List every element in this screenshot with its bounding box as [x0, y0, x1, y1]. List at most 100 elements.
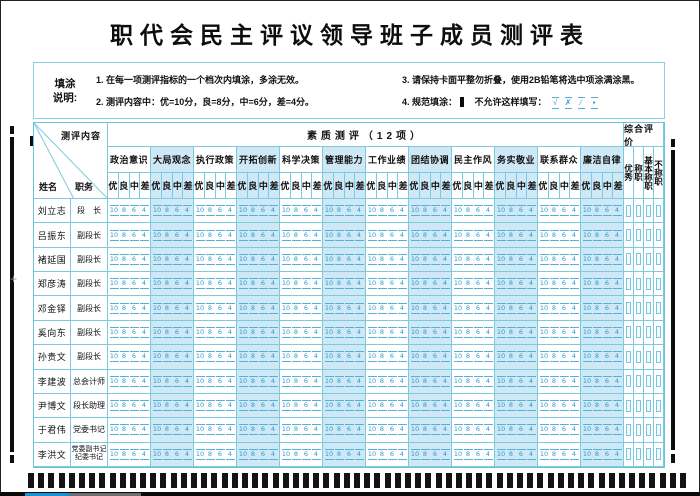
score-bubble-4[interactable]: 4 [397, 326, 407, 338]
score-bubble-6[interactable]: 6 [301, 278, 311, 290]
score-bubble-8[interactable]: 8 [119, 400, 129, 412]
score-bubble-10[interactable]: 10 [410, 400, 420, 412]
score-bubble-4[interactable]: 4 [569, 302, 579, 314]
score-bubble-6[interactable]: 6 [387, 278, 397, 290]
score-bubble-4[interactable]: 4 [311, 351, 321, 363]
score-bubble-8[interactable]: 8 [420, 351, 430, 363]
score-bubble-4[interactable]: 4 [225, 278, 235, 290]
score-bubble-8[interactable]: 8 [205, 302, 215, 314]
score-bubble-8[interactable]: 8 [549, 424, 559, 436]
score-bubble-8[interactable]: 8 [549, 351, 559, 363]
score-bubble-10[interactable]: 10 [324, 448, 334, 460]
score-bubble-4[interactable]: 4 [483, 326, 493, 338]
score-bubble-6[interactable]: 6 [602, 302, 612, 314]
score-bubble-10[interactable]: 10 [453, 448, 463, 460]
score-bubble-4[interactable]: 4 [225, 351, 235, 363]
score-bubble-6[interactable]: 6 [129, 205, 139, 217]
score-bubble-6[interactable]: 6 [430, 351, 440, 363]
score-bubble-6[interactable]: 6 [344, 400, 354, 412]
score-bubble-8[interactable]: 8 [549, 326, 559, 338]
score-bubble-6[interactable]: 6 [172, 400, 182, 412]
score-bubble-10[interactable]: 10 [281, 351, 291, 363]
score-bubble-10[interactable]: 10 [195, 326, 205, 338]
score-bubble-6[interactable]: 6 [602, 448, 612, 460]
score-bubble-8[interactable]: 8 [420, 400, 430, 412]
score-bubble-10[interactable]: 10 [496, 253, 506, 265]
eval-bubble[interactable] [636, 350, 641, 363]
score-bubble-6[interactable]: 6 [559, 351, 569, 363]
score-bubble-8[interactable]: 8 [463, 375, 473, 387]
score-bubble-10[interactable]: 10 [539, 400, 549, 412]
eval-bubble[interactable] [656, 229, 661, 242]
score-bubble-10[interactable]: 10 [195, 375, 205, 387]
score-bubble-10[interactable]: 10 [238, 302, 248, 314]
score-bubble-6[interactable]: 6 [387, 424, 397, 436]
score-bubble-8[interactable]: 8 [420, 375, 430, 387]
score-bubble-8[interactable]: 8 [592, 400, 602, 412]
score-bubble-6[interactable]: 6 [430, 375, 440, 387]
score-bubble-8[interactable]: 8 [205, 448, 215, 460]
score-bubble-10[interactable]: 10 [152, 229, 162, 241]
score-bubble-6[interactable]: 6 [559, 375, 569, 387]
score-bubble-4[interactable]: 4 [354, 375, 364, 387]
score-bubble-8[interactable]: 8 [291, 448, 301, 460]
eval-bubble[interactable] [646, 326, 651, 339]
score-bubble-4[interactable]: 4 [225, 205, 235, 217]
score-bubble-4[interactable]: 4 [526, 278, 536, 290]
score-bubble-4[interactable]: 4 [526, 351, 536, 363]
score-bubble-6[interactable]: 6 [473, 351, 483, 363]
score-bubble-8[interactable]: 8 [506, 326, 516, 338]
score-bubble-10[interactable]: 10 [367, 253, 377, 265]
score-bubble-4[interactable]: 4 [225, 229, 235, 241]
score-bubble-8[interactable]: 8 [592, 351, 602, 363]
score-bubble-8[interactable]: 8 [119, 229, 129, 241]
score-bubble-4[interactable]: 4 [612, 326, 622, 338]
score-bubble-6[interactable]: 6 [258, 351, 268, 363]
score-bubble-4[interactable]: 4 [268, 351, 278, 363]
score-bubble-10[interactable]: 10 [152, 351, 162, 363]
score-bubble-8[interactable]: 8 [420, 253, 430, 265]
score-bubble-8[interactable]: 8 [162, 278, 172, 290]
score-bubble-10[interactable]: 10 [367, 375, 377, 387]
score-bubble-10[interactable]: 10 [195, 278, 205, 290]
eval-bubble[interactable] [646, 253, 651, 266]
eval-bubble[interactable] [636, 375, 641, 388]
score-bubble-10[interactable]: 10 [496, 375, 506, 387]
eval-bubble[interactable] [646, 204, 651, 217]
score-bubble-8[interactable]: 8 [119, 351, 129, 363]
score-bubble-10[interactable]: 10 [496, 400, 506, 412]
score-bubble-6[interactable]: 6 [387, 205, 397, 217]
score-bubble-4[interactable]: 4 [225, 326, 235, 338]
score-bubble-4[interactable]: 4 [612, 302, 622, 314]
score-bubble-6[interactable]: 6 [387, 302, 397, 314]
score-bubble-4[interactable]: 4 [182, 448, 192, 460]
score-bubble-8[interactable]: 8 [291, 229, 301, 241]
score-bubble-8[interactable]: 8 [506, 448, 516, 460]
score-bubble-4[interactable]: 4 [440, 326, 450, 338]
score-bubble-10[interactable]: 10 [238, 375, 248, 387]
score-bubble-10[interactable]: 10 [281, 375, 291, 387]
score-bubble-6[interactable]: 6 [301, 326, 311, 338]
eval-bubble[interactable] [626, 350, 631, 363]
score-bubble-8[interactable]: 8 [291, 400, 301, 412]
score-bubble-10[interactable]: 10 [453, 424, 463, 436]
score-bubble-8[interactable]: 8 [506, 302, 516, 314]
score-bubble-4[interactable]: 4 [354, 424, 364, 436]
score-bubble-10[interactable]: 10 [238, 326, 248, 338]
score-bubble-4[interactable]: 4 [569, 448, 579, 460]
score-bubble-8[interactable]: 8 [506, 375, 516, 387]
score-bubble-8[interactable]: 8 [162, 448, 172, 460]
score-bubble-6[interactable]: 6 [215, 351, 225, 363]
score-bubble-8[interactable]: 8 [420, 302, 430, 314]
score-bubble-8[interactable]: 8 [463, 229, 473, 241]
score-bubble-4[interactable]: 4 [612, 351, 622, 363]
score-bubble-4[interactable]: 4 [139, 229, 149, 241]
score-bubble-10[interactable]: 10 [539, 448, 549, 460]
score-bubble-10[interactable]: 10 [324, 375, 334, 387]
score-bubble-8[interactable]: 8 [377, 253, 387, 265]
score-bubble-4[interactable]: 4 [526, 424, 536, 436]
score-bubble-8[interactable]: 8 [420, 424, 430, 436]
score-bubble-6[interactable]: 6 [258, 326, 268, 338]
score-bubble-6[interactable]: 6 [344, 351, 354, 363]
eval-bubble[interactable] [656, 302, 661, 315]
